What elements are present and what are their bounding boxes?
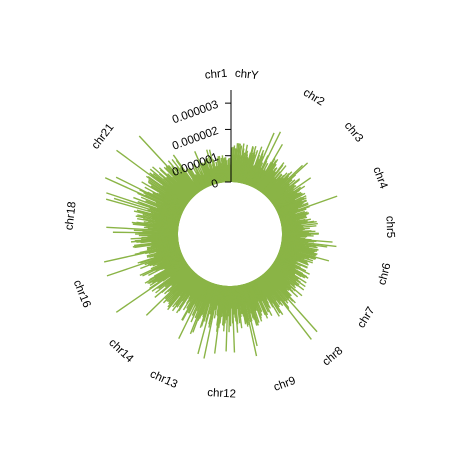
- chromosome-label-chr5: chr5: [383, 216, 396, 239]
- chromosome-label-chr3: chr3: [342, 120, 365, 145]
- y-tick-label: 0: [210, 178, 220, 191]
- bars-layer: [103, 131, 338, 359]
- chromosome-label-chr21: chr21: [90, 122, 117, 152]
- bar-chr7: [269, 266, 296, 289]
- chromosome-label-chrY: chrY: [234, 68, 259, 82]
- bar-chr21: [172, 154, 201, 193]
- chromosome-label-chr8: chr8: [320, 345, 345, 369]
- chromosome-label-chr7: chr7: [355, 305, 377, 330]
- chromosome-label-chr2: chr2: [301, 87, 326, 109]
- y-tick-label: 0.000002: [171, 125, 220, 153]
- chromosome-label-chr6: chr6: [376, 262, 393, 287]
- chromosome-label-chr16: chr16: [71, 278, 93, 309]
- bar-chr13: [188, 277, 203, 300]
- chromosome-labels: chr1 chr2 chr3 chr4 chr5 chr6 chr7 chr8 chr9 chr1…: [63, 68, 396, 401]
- chromosome-label-chr18: chr18: [63, 201, 78, 231]
- chromosome-label-chr4: chr4: [370, 165, 389, 191]
- chromosome-label-chr12: chr12: [207, 387, 236, 400]
- chromosome-label-chr13: chr13: [148, 368, 179, 391]
- y-tick-label: 0.000003: [171, 99, 220, 127]
- bar-chr12: [205, 283, 217, 322]
- chromosome-label-chr1: chr1: [204, 68, 227, 82]
- chromosome-label-chr14: chr14: [106, 337, 136, 366]
- bar-chr16: [132, 240, 179, 248]
- bar-chr5: [281, 238, 315, 243]
- chromosome-label-chr9: chr9: [272, 375, 297, 394]
- bar-chr6: [277, 253, 297, 263]
